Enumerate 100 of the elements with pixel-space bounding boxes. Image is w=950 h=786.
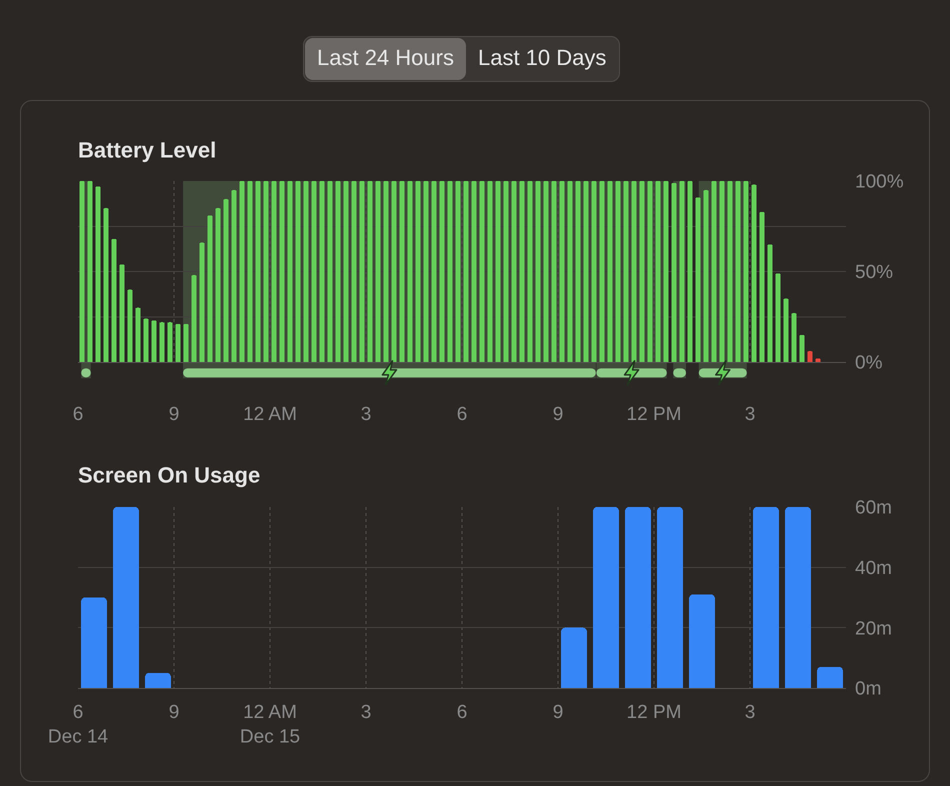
bar	[271, 181, 277, 362]
bar	[593, 507, 619, 688]
bar	[199, 242, 205, 362]
bar	[327, 181, 333, 362]
y-tick-label: 0%	[855, 352, 883, 374]
bar	[295, 181, 301, 362]
bar	[519, 181, 525, 362]
bar	[303, 181, 309, 362]
bar	[231, 190, 237, 362]
bar	[751, 184, 757, 362]
bar	[703, 190, 709, 362]
bar	[191, 275, 197, 362]
bar	[599, 181, 605, 362]
bar	[335, 181, 341, 362]
bar	[95, 186, 101, 362]
bar	[783, 298, 789, 362]
bar	[711, 181, 717, 362]
bar	[175, 324, 181, 362]
bar	[575, 181, 581, 362]
x-tick-label: 6 Dec 14	[48, 702, 109, 748]
x-tick-label: 3	[744, 702, 756, 723]
bar	[775, 273, 781, 362]
bar	[657, 507, 683, 688]
x-tick-label: 3	[744, 404, 756, 425]
bar	[561, 628, 587, 688]
y-tick-label: 0m	[855, 678, 882, 700]
bar	[279, 181, 285, 362]
bar	[767, 244, 773, 362]
bar	[735, 181, 741, 362]
text: Last 24 Hours	[305, 38, 466, 80]
bar	[689, 594, 715, 688]
bar	[423, 181, 429, 362]
y-tick-label: 20m	[855, 618, 892, 640]
text: Last 10 Days	[476, 44, 608, 72]
x-tick-label: 6	[456, 404, 468, 425]
bar	[607, 181, 613, 362]
bar	[113, 507, 139, 688]
bar	[399, 181, 405, 362]
bar	[591, 181, 597, 362]
bar	[407, 181, 413, 362]
bar	[807, 351, 813, 362]
bar	[145, 672, 171, 688]
bar	[415, 181, 421, 362]
x-tick-label: 12 AM	[243, 404, 297, 425]
bar	[375, 181, 381, 362]
bar	[511, 181, 517, 362]
x-tick-label: 9	[552, 404, 564, 425]
bar	[743, 181, 749, 362]
bar	[103, 208, 109, 362]
bar	[183, 324, 189, 362]
bar	[639, 181, 645, 362]
x-tick-label: 9	[552, 702, 564, 723]
bar	[207, 215, 213, 362]
bar	[559, 181, 565, 362]
bar	[567, 181, 573, 362]
bar	[583, 181, 589, 362]
x-tick-label: 3	[360, 404, 372, 425]
x-tick-label: 6	[456, 702, 468, 723]
bar	[625, 507, 651, 688]
y-tick-label: 60m	[855, 498, 892, 519]
bar	[167, 322, 173, 362]
bar	[785, 507, 811, 688]
bar	[255, 181, 261, 362]
bar	[81, 598, 107, 688]
bar	[503, 181, 509, 362]
bar	[135, 308, 141, 362]
bar	[479, 181, 485, 362]
bar	[753, 507, 779, 688]
bar	[239, 181, 245, 362]
bar	[759, 212, 765, 362]
y-tick-label: 100%	[855, 172, 904, 193]
bar	[215, 208, 221, 362]
bar	[615, 181, 621, 362]
bar	[263, 181, 269, 362]
x-tick-label: 12 PM	[626, 404, 682, 425]
bar	[455, 181, 461, 362]
x-tick-label: 9	[168, 404, 180, 425]
x-tick-label: 3	[360, 702, 372, 723]
bar	[535, 181, 541, 362]
bar	[487, 181, 493, 362]
bar	[287, 181, 293, 362]
bar	[551, 181, 557, 362]
bar	[151, 320, 157, 362]
bar	[463, 181, 469, 362]
x-tick-label: 12 AM Dec 15	[240, 702, 300, 748]
bar	[143, 318, 149, 362]
bar	[447, 181, 453, 362]
bar	[439, 181, 445, 362]
bar	[367, 181, 373, 362]
bar	[655, 181, 661, 362]
bar	[663, 181, 669, 362]
y-tick-label: 40m	[855, 558, 892, 579]
bar	[359, 181, 365, 362]
bar	[247, 181, 253, 362]
bar	[343, 181, 349, 362]
x-tick-label: 12 PM	[626, 702, 682, 723]
bar	[695, 197, 701, 362]
chart-title: Battery Level	[78, 137, 216, 162]
bar	[817, 666, 843, 688]
bar	[223, 199, 229, 362]
